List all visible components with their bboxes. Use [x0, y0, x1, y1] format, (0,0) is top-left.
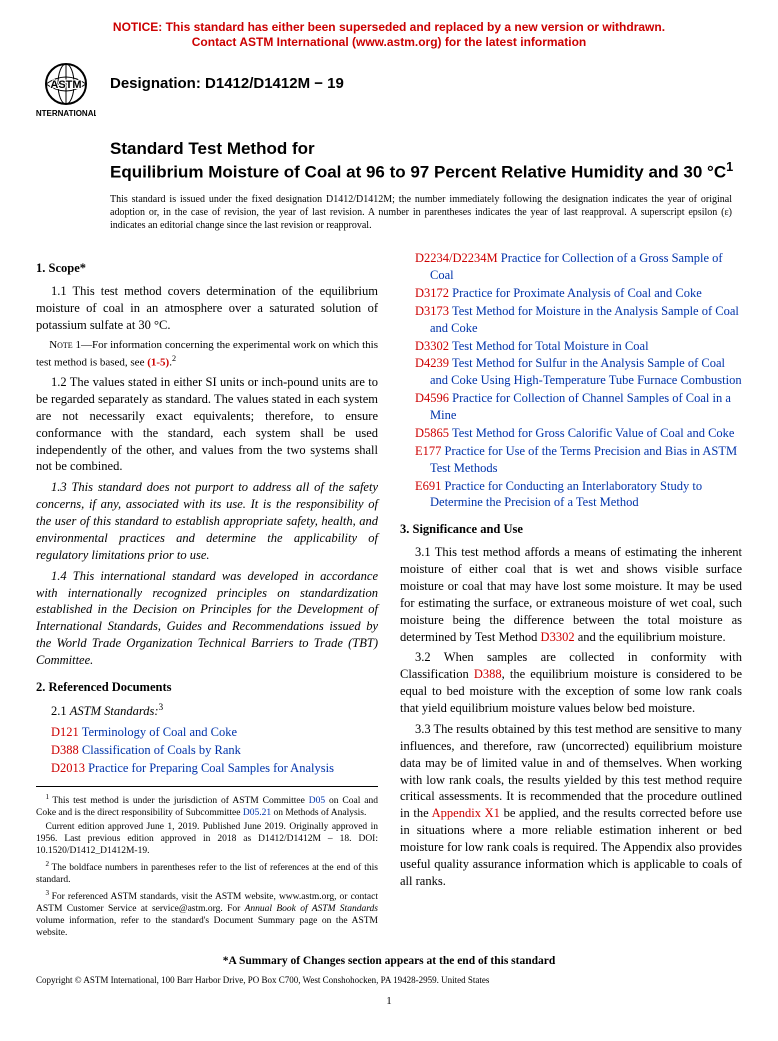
ref-code: D3173: [415, 304, 452, 318]
designation-value: D1412/D1412M − 19: [205, 75, 344, 92]
ref-item[interactable]: D4596 Practice for Collection of Channel…: [415, 390, 742, 424]
ref-code: D4239: [415, 356, 452, 370]
ref-title: Test Method for Sulfur in the Analysis S…: [430, 356, 742, 387]
title-block: Standard Test Method for Equilibrium Moi…: [110, 138, 742, 183]
ref-code: D388: [51, 743, 82, 757]
ref-title: Classification of Coals by Rank: [82, 743, 241, 757]
ref-title: Practice for Use of the Terms Precision …: [430, 444, 737, 475]
header-row: INTERNATIONAL ASTM Designation: D1412/D1…: [36, 60, 742, 120]
ref-item[interactable]: D3172 Practice for Proximate Analysis of…: [415, 285, 742, 302]
references-list: D121 Terminology of Coal and CokeD388 Cl…: [36, 724, 378, 777]
para-1-1: 1.1 This test method covers determinatio…: [36, 283, 378, 334]
title-line-1: Standard Test Method for: [110, 138, 742, 159]
body-columns: 1. Scope* 1.1 This test method covers de…: [36, 250, 742, 940]
para-1-2: 1.2 The values stated in either SI units…: [36, 374, 378, 475]
para-1-4: 1.4 This international standard was deve…: [36, 568, 378, 669]
para-3-1: 3.1 This test method affords a means of …: [400, 544, 742, 645]
para-1-3: 1.3 This standard does not purport to ad…: [36, 479, 378, 563]
astm-logo: INTERNATIONAL ASTM: [36, 60, 96, 120]
note-1-sup: 2: [172, 354, 176, 363]
ref-code: D2234/D2234M: [415, 251, 501, 265]
ref-title: Practice for Proximate Analysis of Coal …: [452, 286, 702, 300]
ref-item[interactable]: D2234/D2234M Practice for Collection of …: [415, 250, 742, 284]
footnote-1: 1 This test method is under the jurisdic…: [36, 793, 378, 820]
section-3-head: 3. Significance and Use: [400, 521, 742, 538]
ref-code: D3172: [415, 286, 452, 300]
ref-item[interactable]: E177 Practice for Use of the Terms Preci…: [415, 443, 742, 477]
summary-of-changes-line: *A Summary of Changes section appears at…: [36, 954, 742, 970]
issuance-note: This standard is issued under the fixed …: [110, 193, 742, 232]
ref-title: Practice for Collection of Channel Sampl…: [430, 391, 731, 422]
page-number: 1: [36, 994, 742, 1009]
ref-item[interactable]: D3302 Test Method for Total Moisture in …: [415, 338, 742, 355]
footnote-1-extra: Current edition approved June 1, 2019. P…: [36, 822, 378, 858]
note-1: Note 1—For information concerning the ex…: [36, 338, 378, 370]
ref-item[interactable]: D5865 Test Method for Gross Calorific Va…: [415, 425, 742, 442]
footnote-1-ref-d0521[interactable]: D05.21: [243, 808, 271, 818]
ref-code: D5865: [415, 426, 452, 440]
notice-line-1: NOTICE: This standard has either been su…: [113, 20, 665, 34]
ref-item[interactable]: D121 Terminology of Coal and Coke: [51, 724, 378, 741]
ref-item[interactable]: E691 Practice for Conducting an Interlab…: [415, 478, 742, 512]
ref-title: Test Method for Moisture in the Analysis…: [430, 304, 739, 335]
ref-code: D4596: [415, 391, 452, 405]
footnote-2: 2 The boldface numbers in parentheses re…: [36, 860, 378, 887]
ref-title: Test Method for Gross Calorific Value of…: [452, 426, 735, 440]
para-2-1: 2.1 ASTM Standards:3: [36, 702, 378, 720]
ref-code: D3302: [415, 339, 452, 353]
footnote-1-ref-d05[interactable]: D05: [309, 797, 325, 807]
designation: Designation: D1412/D1412M − 19: [110, 74, 344, 94]
references-list-2: D2234/D2234M Practice for Collection of …: [400, 250, 742, 511]
ref-title: Practice for Preparing Coal Samples for …: [88, 761, 334, 775]
title-sup: 1: [726, 159, 733, 174]
footnote-3: 3 For referenced ASTM standards, visit t…: [36, 889, 378, 940]
ref-code: E177: [415, 444, 445, 458]
svg-text:ASTM: ASTM: [50, 79, 81, 91]
ref-item[interactable]: D2013 Practice for Preparing Coal Sample…: [51, 760, 378, 777]
ref-title: Practice for Conducting an Interlaborato…: [430, 479, 702, 510]
title-line-2: Equilibrium Moisture of Coal at 96 to 97…: [110, 159, 742, 183]
ref-item[interactable]: D4239 Test Method for Sulfur in the Anal…: [415, 355, 742, 389]
footnotes: 1 This test method is under the jurisdic…: [36, 786, 378, 939]
svg-text:INTERNATIONAL: INTERNATIONAL: [36, 109, 96, 118]
ref-d388-inline[interactable]: D388: [474, 667, 502, 681]
designation-label: Designation:: [110, 75, 205, 92]
ref-title: Test Method for Total Moisture in Coal: [452, 339, 649, 353]
ref-title: Terminology of Coal and Coke: [82, 725, 237, 739]
note-1-ref[interactable]: (1-5): [147, 356, 169, 368]
copyright-line: Copyright © ASTM International, 100 Barr…: [36, 974, 742, 986]
notice-line-2: Contact ASTM International (www.astm.org…: [192, 35, 586, 49]
ref-code: D121: [51, 725, 82, 739]
ref-d3302-inline[interactable]: D3302: [541, 630, 575, 644]
ref-item[interactable]: D388 Classification of Coals by Rank: [51, 742, 378, 759]
para-3-2: 3.2 When samples are collected in confor…: [400, 649, 742, 717]
section-2-head: 2. Referenced Documents: [36, 679, 378, 696]
ref-item[interactable]: D3173 Test Method for Moisture in the An…: [415, 303, 742, 337]
note-1-label: Note 1—: [49, 339, 92, 351]
ref-code: E691: [415, 479, 445, 493]
section-1-head: 1. Scope*: [36, 260, 378, 277]
ref-appendix-x1[interactable]: Appendix X1: [432, 806, 500, 820]
ref-code: D2013: [51, 761, 88, 775]
para-3-3: 3.3 The results obtained by this test me…: [400, 721, 742, 890]
supersession-notice: NOTICE: This standard has either been su…: [36, 20, 742, 50]
